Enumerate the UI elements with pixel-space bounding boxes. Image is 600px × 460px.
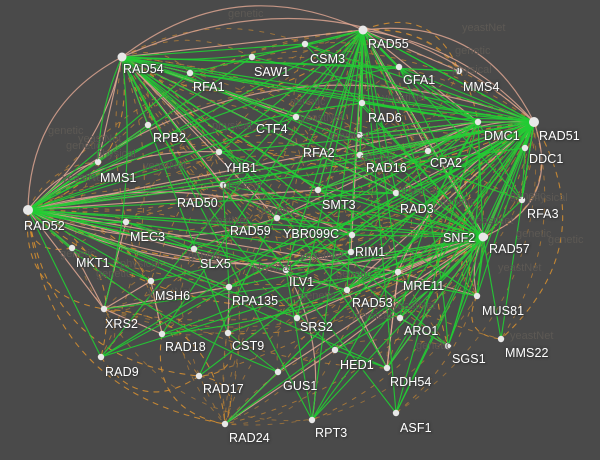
network-node-gfa1[interactable] [395, 63, 403, 71]
network-node-cpa2[interactable] [424, 147, 432, 155]
network-node-rad52[interactable] [23, 205, 33, 215]
network-node-sgs1[interactable] [444, 342, 452, 350]
network-node-mus81[interactable] [473, 292, 481, 300]
network-node-rpa135[interactable] [225, 283, 233, 291]
network-node-mms22[interactable] [497, 335, 505, 343]
network-node-dmc1[interactable] [474, 118, 482, 126]
network-node-ddc1[interactable] [521, 144, 529, 152]
network-node-rad54[interactable] [117, 52, 127, 62]
network-node-slx5[interactable] [190, 245, 198, 253]
network-node-rpb2[interactable] [144, 121, 152, 129]
network-node-mec3[interactable] [122, 218, 130, 226]
network-node-rad24[interactable] [221, 420, 229, 428]
network-node-gus1[interactable] [274, 368, 282, 376]
network-node-rpt3[interactable] [308, 416, 316, 424]
network-node-aro1[interactable] [396, 314, 404, 322]
network-node-rad53[interactable] [343, 286, 351, 294]
network-node-cst9[interactable] [224, 329, 232, 337]
network-node-ilv1[interactable] [282, 266, 290, 274]
network-node-ybr099c[interactable] [348, 231, 356, 239]
network-node-rad18[interactable] [158, 330, 166, 338]
network-node-mms1[interactable] [94, 158, 102, 166]
node-layer[interactable] [23, 25, 539, 428]
network-node-rfa3[interactable] [518, 196, 526, 204]
network-node-csm3[interactable] [301, 40, 309, 48]
network-node-rfa1[interactable] [186, 69, 194, 77]
network-node-smt3[interactable] [314, 186, 322, 194]
network-node-hed1[interactable] [331, 346, 339, 354]
edge-layer-yeastnet [27, 29, 535, 425]
network-node-ctf4[interactable] [292, 113, 300, 121]
network-node-rim1[interactable] [347, 248, 355, 256]
network-node-rad17[interactable] [195, 372, 203, 380]
network-node-mkt1[interactable] [68, 244, 76, 252]
network-node-mms4[interactable] [455, 67, 463, 75]
network-node-asf1[interactable] [392, 409, 400, 417]
network-node-mre11[interactable] [394, 268, 402, 276]
network-node-msh6[interactable] [147, 277, 155, 285]
network-node-xrs2[interactable] [100, 305, 108, 313]
network-node-rad55[interactable] [358, 25, 368, 35]
network-node-rad59[interactable] [273, 214, 281, 222]
network-node-rfa2[interactable] [356, 131, 364, 139]
network-node-rad57[interactable] [481, 233, 489, 241]
network-node-rad16[interactable] [356, 151, 364, 159]
network-node-saw1[interactable] [248, 53, 256, 61]
network-node-rad3[interactable] [392, 189, 400, 197]
network-node-rad6[interactable] [358, 99, 366, 107]
network-node-rdh54[interactable] [383, 364, 391, 372]
network-node-srs2[interactable] [293, 314, 301, 322]
network-node-rad51[interactable] [529, 117, 539, 127]
network-node-yhb1[interactable] [215, 148, 223, 156]
network-node-rad9[interactable] [97, 353, 105, 361]
network-node-rad50[interactable] [219, 181, 227, 189]
